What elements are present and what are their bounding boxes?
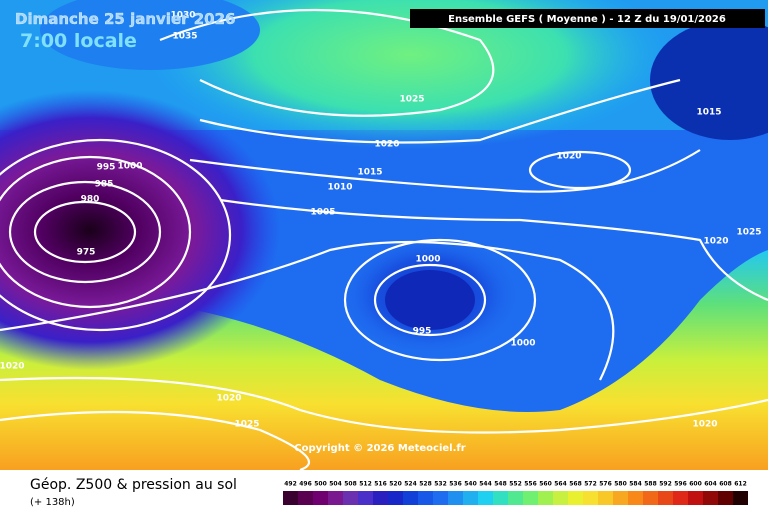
field bbox=[0, 0, 768, 470]
colorbar-swatch bbox=[538, 491, 553, 505]
colorbar-label: 568 bbox=[569, 481, 582, 488]
isobar-label: 1005 bbox=[310, 208, 335, 218]
colorbar-swatch bbox=[613, 491, 628, 505]
isobar-label: 1000 bbox=[415, 255, 440, 265]
colorbar-label: 500 bbox=[314, 481, 327, 488]
colorbar-swatch bbox=[523, 491, 538, 505]
isobar-label: 995 bbox=[97, 163, 116, 173]
isobar-label: 975 bbox=[77, 248, 96, 258]
copyright: Copyright © 2026 Meteociel.fr bbox=[294, 443, 465, 454]
colorbar-label: 552 bbox=[509, 481, 522, 488]
colorbar-label: 560 bbox=[539, 481, 552, 488]
colorbar: 492 496 500 504 508 512 516 520 524 528 532 536 540 5… bbox=[283, 481, 748, 505]
colorbar-label: 596 bbox=[674, 481, 687, 488]
colorbar-label: 612 bbox=[734, 481, 747, 488]
colorbar-swatch bbox=[598, 491, 613, 505]
colorbar-label: 604 bbox=[704, 481, 717, 488]
colorbar-swatch bbox=[553, 491, 568, 505]
colorbar-swatch bbox=[418, 491, 433, 505]
isobar-label: 1020 bbox=[703, 237, 728, 247]
footer-title: Géop. Z500 & pression au sol bbox=[30, 477, 237, 493]
isobar-label: 1015 bbox=[696, 108, 721, 118]
colorbar-label: 564 bbox=[554, 481, 567, 488]
isobar-label: 1020 bbox=[374, 140, 399, 150]
time: 7:00 locale bbox=[20, 30, 137, 52]
isobar-label: 995 bbox=[413, 327, 432, 337]
colorbar-swatch bbox=[568, 491, 583, 505]
isobar-label: 980 bbox=[81, 195, 100, 205]
isobar-label: 1020 bbox=[556, 152, 581, 162]
colorbar-label: 536 bbox=[449, 481, 462, 488]
colorbar-label: 592 bbox=[659, 481, 672, 488]
isobar-label: 1000 bbox=[510, 339, 535, 349]
isobar-label: 1000 bbox=[117, 162, 142, 172]
colorbar-swatch bbox=[358, 491, 373, 505]
colorbar-swatch bbox=[583, 491, 598, 505]
colorbar-label: 540 bbox=[464, 481, 477, 488]
colorbar-label: 520 bbox=[389, 481, 402, 488]
colorbar-swatch bbox=[313, 491, 328, 505]
colorbar-swatch bbox=[283, 491, 298, 505]
colorbar-label: 532 bbox=[434, 481, 447, 488]
isobar-label: 1010 bbox=[327, 183, 352, 193]
isobar-label: 1025 bbox=[234, 420, 259, 430]
colorbar-label: 496 bbox=[299, 481, 312, 488]
colorbar-swatch bbox=[493, 491, 508, 505]
colorbar-label: 580 bbox=[614, 481, 627, 488]
isobar-label: 1020 bbox=[216, 394, 241, 404]
colorbar-swatch bbox=[688, 491, 703, 505]
colorbar-swatch bbox=[298, 491, 313, 505]
colorbar-swatch bbox=[433, 491, 448, 505]
date: Dimanche 25 janvier 2026 bbox=[15, 10, 236, 28]
colorbar-swatch bbox=[703, 491, 718, 505]
colorbar-swatch bbox=[508, 491, 523, 505]
colorbar-swatch bbox=[628, 491, 643, 505]
colorbar-label: 544 bbox=[479, 481, 492, 488]
isobar-label: 1035 bbox=[172, 32, 197, 42]
colorbar-swatch bbox=[403, 491, 418, 505]
run-box bbox=[410, 9, 765, 28]
colorbar-label: 528 bbox=[419, 481, 432, 488]
isobar-label: 1020 bbox=[0, 362, 25, 372]
colorbar-swatch bbox=[733, 491, 748, 505]
colorbar-swatch bbox=[718, 491, 733, 505]
colorbar-label: 576 bbox=[599, 481, 612, 488]
colorbar-label: 512 bbox=[359, 481, 372, 488]
colorbar-swatch bbox=[373, 491, 388, 505]
colorbar-swatch bbox=[328, 491, 343, 505]
colorbar-label: 548 bbox=[494, 481, 507, 488]
isobar-label: 1020 bbox=[692, 420, 717, 430]
isobar-label: 1030 bbox=[170, 11, 195, 21]
isobar-labels: 1030103510251020101510101005100099510001… bbox=[0, 11, 762, 430]
colorbar-swatch bbox=[673, 491, 688, 505]
colorbar-label: 556 bbox=[524, 481, 537, 488]
colorbar-label: 572 bbox=[584, 481, 597, 488]
colorbar-label: 492 bbox=[284, 481, 297, 488]
colorbar-label: 584 bbox=[629, 481, 642, 488]
colorbar-label: 608 bbox=[719, 481, 732, 488]
colorbar-swatch bbox=[478, 491, 493, 505]
isobar-label: 985 bbox=[95, 180, 114, 190]
lead: (+ 138h) bbox=[30, 497, 75, 508]
colorbar-label: 516 bbox=[374, 481, 387, 488]
colorbar-swatch bbox=[448, 491, 463, 505]
colorbar-label: 524 bbox=[404, 481, 417, 488]
colorbar-label: 508 bbox=[344, 481, 357, 488]
isobar-label: 1015 bbox=[357, 168, 382, 178]
colorbar-swatch bbox=[643, 491, 658, 505]
run: Ensemble GEFS ( Moyenne ) - 12 Z du 19/0… bbox=[448, 14, 726, 25]
colorbar-swatch bbox=[463, 491, 478, 505]
colorbar-label: 588 bbox=[644, 481, 657, 488]
colorbar-swatch bbox=[388, 491, 403, 505]
colorbar-label: 504 bbox=[329, 481, 342, 488]
isobar-label: 1025 bbox=[399, 95, 424, 105]
colorbar-swatch bbox=[343, 491, 358, 505]
isobar-label: 1025 bbox=[736, 228, 761, 238]
colorbar-label: 600 bbox=[689, 481, 702, 488]
colorbar-swatch bbox=[658, 491, 673, 505]
isobars bbox=[0, 8, 768, 472]
